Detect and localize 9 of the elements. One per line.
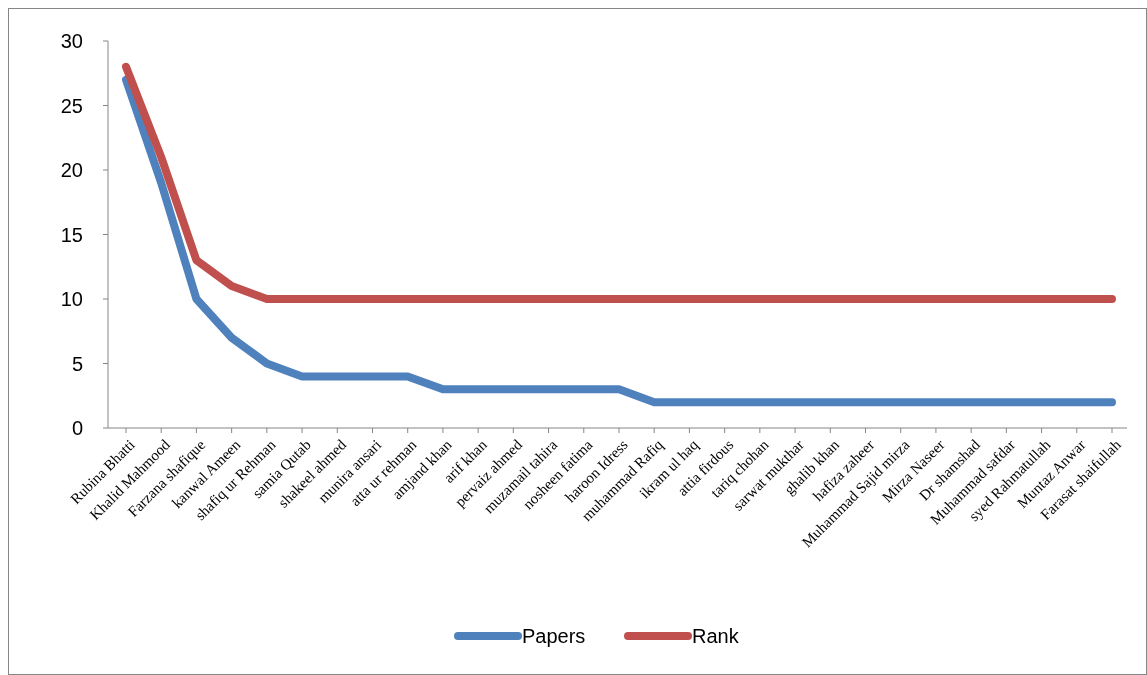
y-tick-label: 25 — [60, 94, 83, 117]
y-tick-label: 20 — [60, 159, 83, 181]
y-tick-label: 0 — [71, 417, 83, 439]
legend-label: Rank — [692, 625, 740, 647]
y-tick-label: 10 — [60, 288, 83, 310]
legend-label: Papers — [522, 625, 586, 647]
y-tick-label: 30 — [60, 30, 83, 52]
y-tick-label: 15 — [60, 223, 83, 246]
y-tick-label: 5 — [71, 352, 83, 375]
